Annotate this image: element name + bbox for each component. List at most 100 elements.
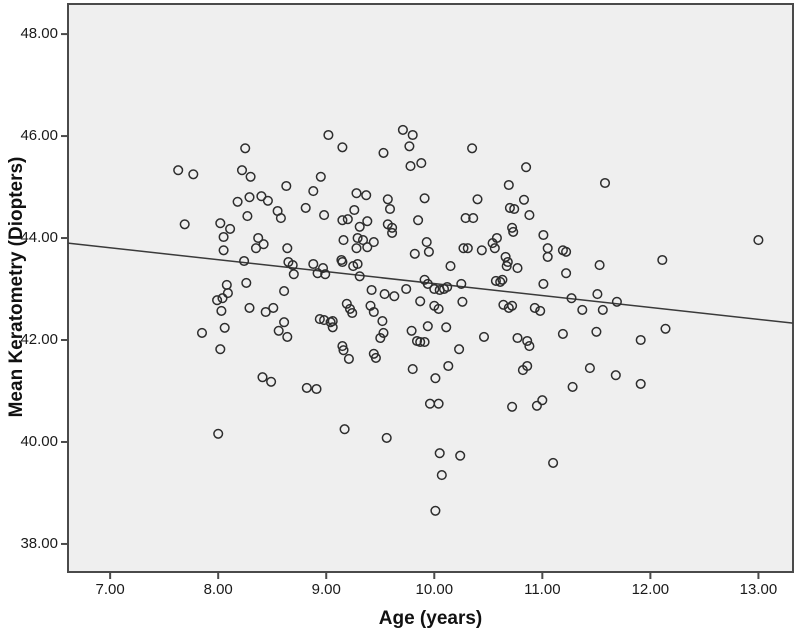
data-point bbox=[512, 332, 523, 344]
data-point bbox=[561, 246, 572, 257]
data-point bbox=[218, 245, 229, 256]
data-point bbox=[422, 321, 433, 332]
data-point bbox=[258, 239, 269, 250]
data-point bbox=[495, 276, 506, 287]
data-point bbox=[241, 277, 252, 288]
data-point bbox=[315, 171, 326, 182]
data-point bbox=[352, 232, 363, 244]
data-point bbox=[319, 210, 330, 221]
data-point bbox=[491, 232, 502, 244]
y-tick-label: 44.00 bbox=[20, 229, 58, 247]
data-point bbox=[535, 305, 546, 316]
data-point bbox=[275, 213, 286, 224]
x-tick-label: 8.00 bbox=[203, 581, 233, 598]
data-point bbox=[566, 293, 577, 304]
data-point bbox=[351, 243, 362, 254]
data-point bbox=[311, 383, 322, 395]
data-point bbox=[597, 304, 608, 315]
data-point bbox=[257, 372, 268, 383]
data-point bbox=[300, 202, 311, 213]
data-point bbox=[250, 243, 262, 254]
data-point bbox=[327, 322, 338, 333]
y-tick-label: 42.00 bbox=[20, 331, 58, 348]
data-point bbox=[419, 193, 430, 204]
data-point bbox=[507, 222, 518, 233]
data-point bbox=[260, 306, 271, 318]
data-point bbox=[443, 360, 454, 372]
data-point bbox=[635, 334, 646, 346]
data-point bbox=[219, 322, 230, 333]
data-point bbox=[456, 278, 467, 289]
data-point bbox=[212, 295, 223, 306]
data-point bbox=[384, 203, 396, 215]
data-point bbox=[225, 223, 236, 234]
regression-line bbox=[67, 242, 794, 324]
x-tick-label: 7.00 bbox=[95, 581, 125, 598]
data-point bbox=[236, 165, 248, 176]
data-point bbox=[567, 381, 578, 392]
data-point bbox=[282, 243, 293, 254]
data-point bbox=[508, 226, 519, 237]
data-point bbox=[599, 177, 611, 189]
data-point bbox=[401, 283, 412, 295]
data-point bbox=[512, 263, 523, 274]
data-point bbox=[441, 322, 452, 333]
data-point bbox=[457, 296, 468, 307]
data-point bbox=[288, 269, 299, 280]
data-point bbox=[368, 306, 379, 318]
data-point bbox=[460, 213, 471, 224]
data-point bbox=[232, 196, 243, 207]
data-point bbox=[507, 401, 518, 412]
data-point bbox=[490, 275, 501, 286]
x-tick-label: 9.00 bbox=[311, 581, 341, 598]
data-point bbox=[489, 243, 500, 254]
data-point bbox=[557, 328, 568, 339]
data-point bbox=[327, 316, 338, 327]
data-point bbox=[337, 142, 348, 153]
data-point bbox=[244, 192, 255, 203]
data-point bbox=[458, 243, 469, 254]
data-point bbox=[377, 316, 388, 327]
data-point bbox=[507, 300, 518, 311]
data-point bbox=[253, 232, 264, 244]
data-point bbox=[357, 235, 369, 246]
data-point bbox=[409, 248, 420, 259]
data-point bbox=[430, 505, 441, 516]
x-tick-label: 12.00 bbox=[631, 581, 670, 598]
x-tick-label: 13.00 bbox=[739, 581, 778, 598]
data-point bbox=[517, 365, 528, 376]
data-point bbox=[343, 353, 354, 364]
data-point bbox=[433, 398, 444, 409]
data-point bbox=[476, 245, 487, 256]
data-point bbox=[179, 219, 190, 230]
data-point bbox=[592, 289, 603, 300]
data-point bbox=[342, 214, 353, 225]
data-point bbox=[336, 254, 347, 266]
data-point bbox=[381, 432, 392, 443]
data-point bbox=[594, 260, 605, 271]
data-point bbox=[375, 332, 386, 344]
data-point bbox=[347, 307, 358, 319]
data-point bbox=[378, 327, 389, 338]
data-point bbox=[362, 216, 373, 227]
data-point bbox=[462, 243, 473, 254]
data-point bbox=[308, 258, 319, 270]
data-point bbox=[244, 302, 255, 313]
data-point bbox=[538, 278, 549, 289]
data-point bbox=[472, 194, 483, 205]
data-point bbox=[215, 218, 226, 229]
data-point bbox=[239, 255, 250, 267]
data-point bbox=[352, 258, 363, 270]
y-tick-label: 46.00 bbox=[20, 127, 58, 145]
data-point bbox=[256, 191, 267, 202]
data-point bbox=[518, 194, 530, 205]
data-point bbox=[196, 327, 208, 338]
data-point bbox=[478, 331, 490, 342]
data-point bbox=[407, 364, 418, 375]
data-point bbox=[442, 281, 453, 293]
data-point bbox=[354, 271, 365, 282]
data-point bbox=[368, 237, 379, 248]
x-axis-title: Age (years) bbox=[378, 608, 483, 629]
data-point bbox=[436, 470, 447, 481]
